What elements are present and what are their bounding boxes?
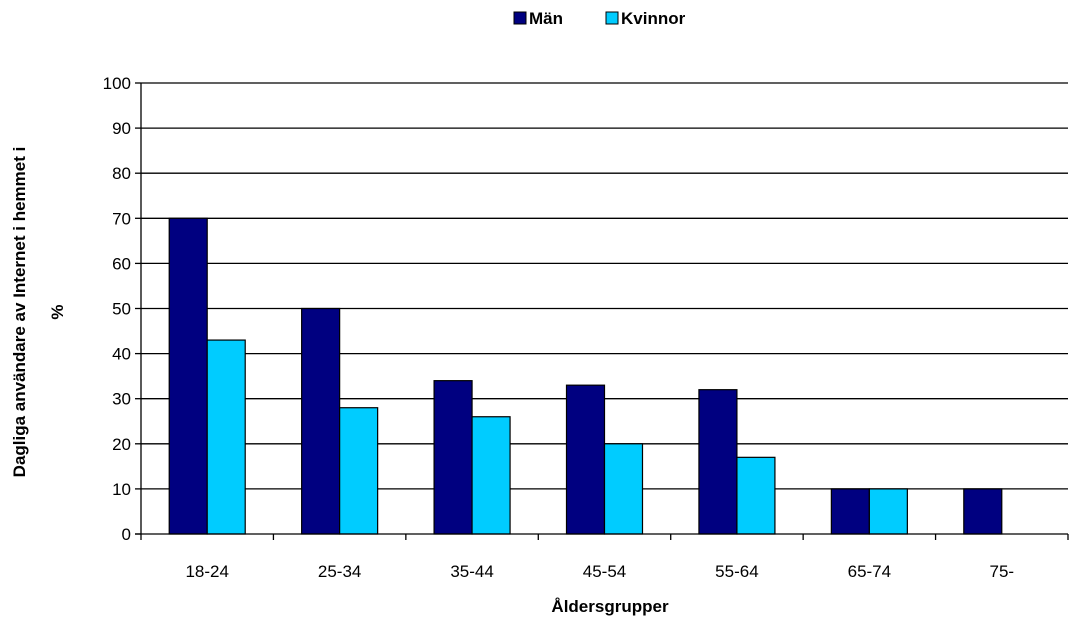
x-tick-label: 45-54 bbox=[583, 562, 626, 581]
bar-man-65-74 bbox=[830, 488, 870, 535]
axes bbox=[135, 82, 1069, 540]
x-axis-title: Åldersgrupper bbox=[551, 597, 669, 616]
bar-man-35-44 bbox=[433, 380, 473, 535]
y-axis-title-line-2: % bbox=[48, 304, 67, 319]
x-tick-label: 75- bbox=[989, 562, 1014, 581]
y-tick-label: 80 bbox=[112, 164, 131, 183]
y-tick-label: 30 bbox=[112, 390, 131, 409]
y-tick-label: 0 bbox=[122, 525, 131, 544]
y-tick-label: 10 bbox=[112, 480, 131, 499]
legend-swatch-man bbox=[513, 11, 527, 25]
legend: Män Kvinnor bbox=[513, 9, 686, 28]
y-tick-label: 40 bbox=[112, 345, 131, 364]
bar-man-25-34 bbox=[301, 307, 341, 535]
y-tick-label: 100 bbox=[103, 74, 131, 93]
bars bbox=[168, 217, 1003, 535]
bar-kvinnor-55-64 bbox=[736, 456, 776, 535]
bar-kvinnor-18-24 bbox=[206, 339, 246, 535]
x-tick-label: 55-64 bbox=[715, 562, 758, 581]
bar-kvinnor-25-34 bbox=[339, 407, 379, 535]
y-tick-labels: 0 10 20 30 40 50 60 70 80 90 100 bbox=[103, 74, 131, 544]
x-tick-label: 18-24 bbox=[185, 562, 228, 581]
bar-man-45-54 bbox=[565, 384, 606, 535]
bar-kvinnor-35-44 bbox=[471, 416, 511, 535]
gridlines bbox=[141, 82, 1068, 490]
y-axis-title: Dagliga användare av Internet i hemmet i… bbox=[10, 147, 67, 478]
y-axis-title-line-1: Dagliga användare av Internet i hemmet i bbox=[10, 147, 29, 478]
x-tick-label: 35-44 bbox=[450, 562, 493, 581]
x-tick-labels: 18-24 25-34 35-44 45-54 55-64 65-74 75- bbox=[185, 562, 1014, 581]
bar-kvinnor-45-54 bbox=[603, 443, 644, 535]
y-tick-label: 70 bbox=[112, 209, 131, 228]
legend-label-kvinnor: Kvinnor bbox=[621, 9, 686, 28]
legend-swatch-kvinnor bbox=[605, 11, 619, 25]
y-tick-label: 90 bbox=[112, 119, 131, 138]
bar-man-55-64 bbox=[698, 389, 738, 535]
y-tick-label: 50 bbox=[112, 300, 131, 319]
x-tick-label: 65-74 bbox=[848, 562, 891, 581]
x-tick-label: 25-34 bbox=[318, 562, 361, 581]
bar-kvinnor-65-74 bbox=[868, 488, 908, 535]
bar-man-75- bbox=[963, 488, 1003, 535]
y-tick-label: 60 bbox=[112, 254, 131, 273]
y-tick-label: 20 bbox=[112, 435, 131, 454]
legend-label-man: Män bbox=[529, 9, 563, 28]
bar-man-18-24 bbox=[168, 217, 208, 535]
